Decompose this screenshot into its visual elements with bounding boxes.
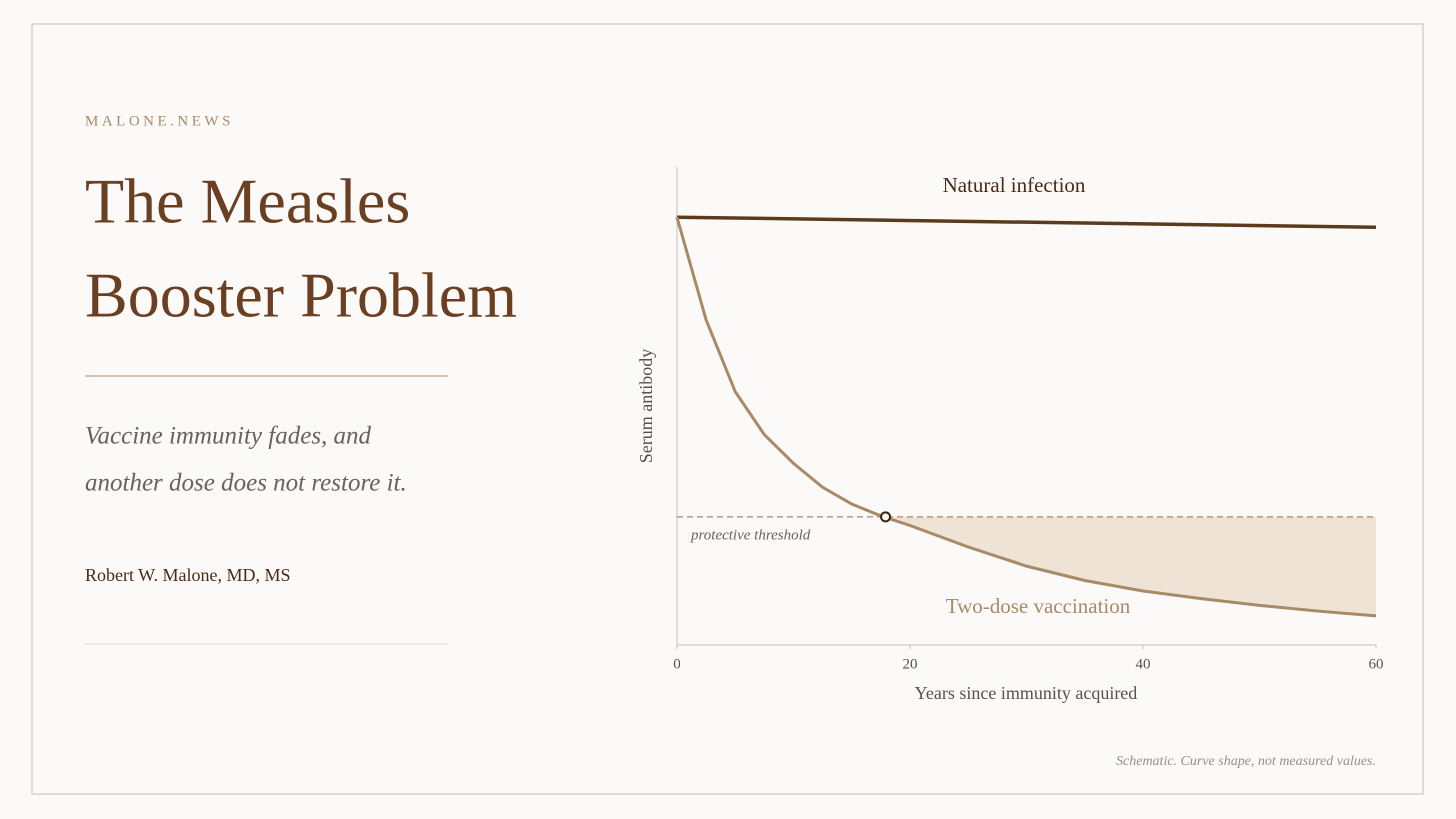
series-line	[675, 216, 1377, 618]
x-axis-label: Years since immunity acquired	[915, 683, 1138, 703]
subtitle-line: Vaccine immunity fades, and	[85, 423, 372, 450]
x-tick-label: 60	[1369, 656, 1384, 672]
crossing-point	[880, 511, 892, 523]
y-axis-label: Serum antibody	[636, 349, 656, 464]
x-tick-label: 20	[903, 656, 918, 672]
footnote: Schematic. Curve shape, not measured val…	[1116, 754, 1376, 769]
series-line	[676, 215, 1377, 229]
x-tick-label: 40	[1136, 656, 1151, 672]
brand: MALONE.NEWS	[85, 113, 234, 129]
title-line: Booster Problem	[85, 260, 517, 331]
subtitle-line: another dose does not restore it.	[85, 470, 407, 497]
shortfall-area	[885, 516, 1376, 616]
x-tick-label: 0	[673, 656, 681, 672]
frame	[31, 23, 1424, 795]
title-line: The Measles	[85, 166, 410, 237]
threshold-label: protective threshold	[690, 527, 811, 543]
series-label: Two-dose vaccination	[946, 594, 1131, 618]
series-label: Natural infection	[943, 173, 1086, 197]
author: Robert W. Malone, MD, MS	[85, 565, 291, 585]
